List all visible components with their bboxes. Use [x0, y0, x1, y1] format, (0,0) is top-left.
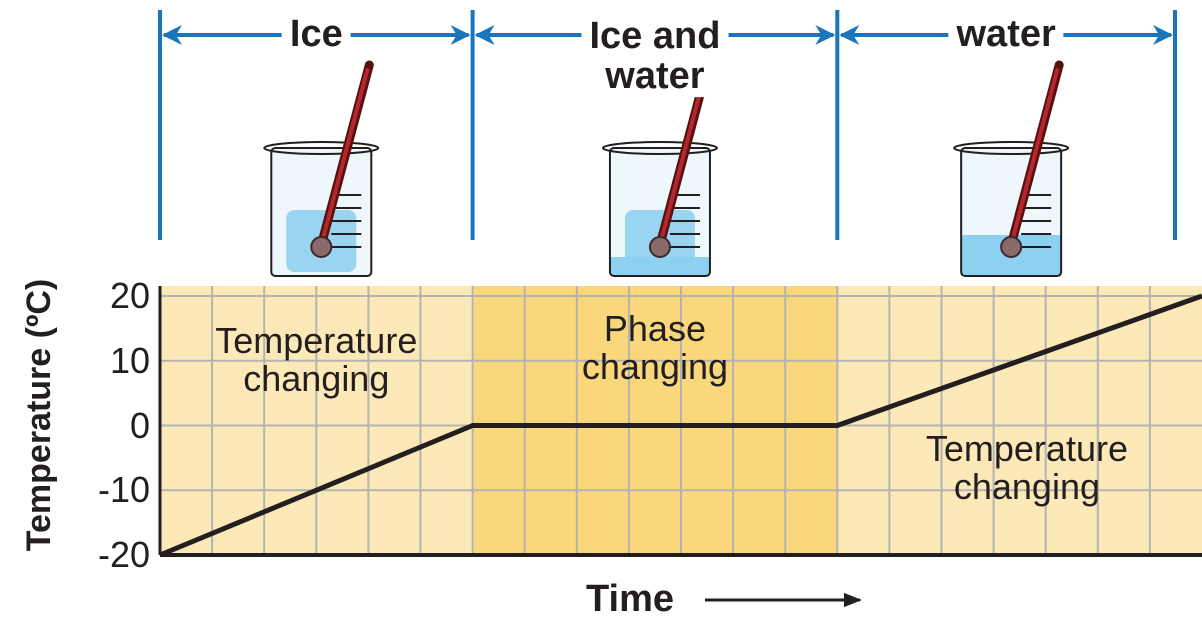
x-axis-label: Time: [586, 580, 674, 620]
beaker: [264, 65, 378, 276]
region-label: Phase changing: [582, 310, 728, 386]
y-tick-label: -20: [98, 536, 150, 574]
y-axis-label: Temperature (ºC): [22, 279, 58, 552]
region-label: Temperature changing: [926, 430, 1128, 506]
thermometer-bulb: [311, 237, 331, 257]
y-tick-label: 20: [110, 277, 150, 315]
beaker: [954, 65, 1068, 276]
phase-region: [837, 286, 1202, 555]
phase-name: water: [949, 15, 1064, 55]
phase-name: Ice: [282, 15, 351, 55]
y-tick-label: 10: [110, 342, 150, 380]
phase-name: Ice and water: [581, 17, 728, 97]
thermometer-bulb: [650, 237, 670, 257]
region-label: Temperature changing: [215, 322, 417, 398]
thermometer-bulb: [1001, 237, 1021, 257]
y-tick-label: -10: [98, 471, 150, 509]
page: {"chart_data": { "type": "line", "y_labe…: [0, 0, 1202, 620]
y-tick-label: 0: [130, 407, 150, 445]
